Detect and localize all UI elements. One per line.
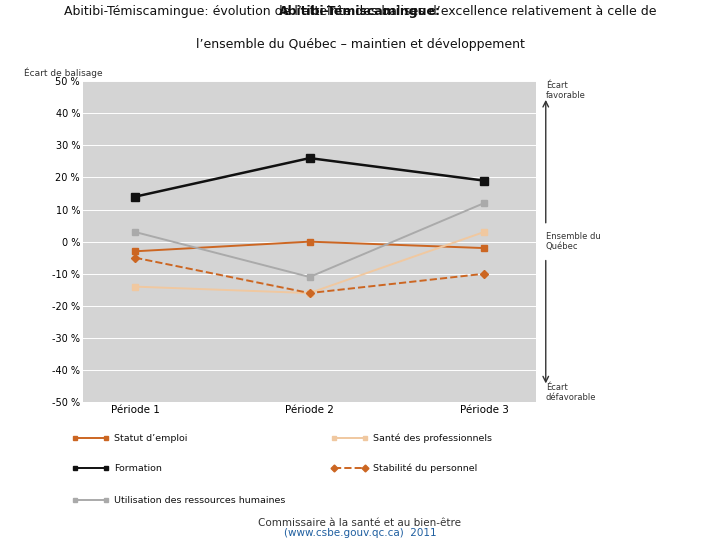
Text: Écart
défavorable: Écart défavorable	[546, 383, 596, 402]
Text: Ensemble du
Québec: Ensemble du Québec	[546, 232, 600, 251]
Text: Abitibi-Témiscamingue:: Abitibi-Témiscamingue:	[279, 5, 441, 18]
Text: (www.csbe.gouv.qc.ca)  2011: (www.csbe.gouv.qc.ca) 2011	[284, 528, 436, 538]
Text: l’ensemble du Québec – maintien et développement: l’ensemble du Québec – maintien et dével…	[196, 38, 524, 51]
Text: Stabilité du personnel: Stabilité du personnel	[373, 464, 477, 473]
Text: Formation: Formation	[114, 464, 162, 473]
Text: Commissaire à la santé et au bien-être: Commissaire à la santé et au bien-être	[258, 518, 462, 528]
Text: Abitibi-Témiscamingue: évolution de l’atteinte des balises d’excellence relative: Abitibi-Témiscamingue: évolution de l’at…	[64, 5, 656, 18]
Text: Utilisation des ressources humaines: Utilisation des ressources humaines	[114, 496, 285, 505]
Text: Santé des professionnels: Santé des professionnels	[373, 434, 492, 443]
Text: Écart de balisage: Écart de balisage	[24, 68, 102, 78]
Text: Statut d’emploi: Statut d’emploi	[114, 434, 187, 443]
Text: Écart
favorable: Écart favorable	[546, 81, 585, 100]
